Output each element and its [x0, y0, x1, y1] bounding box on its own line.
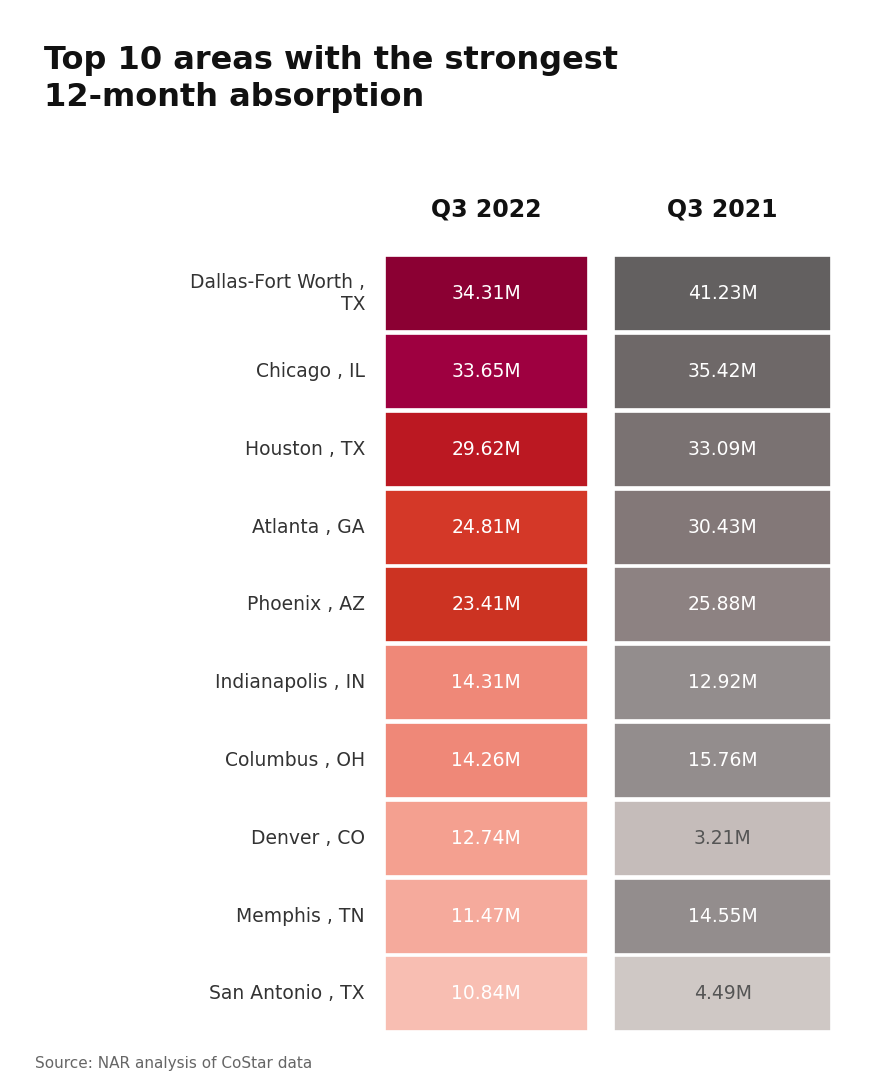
Bar: [614, 879, 831, 953]
Bar: [385, 568, 588, 642]
Text: 29.62M: 29.62M: [452, 440, 521, 459]
Text: 14.26M: 14.26M: [452, 751, 521, 770]
Bar: [614, 800, 831, 876]
Text: 25.88M: 25.88M: [688, 595, 758, 615]
Text: Dallas-Fort Worth ,
TX: Dallas-Fort Worth , TX: [190, 273, 365, 314]
Bar: [385, 489, 588, 565]
Text: 4.49M: 4.49M: [694, 984, 751, 1004]
Text: 30.43M: 30.43M: [688, 518, 758, 536]
Bar: [385, 645, 588, 721]
Text: 14.31M: 14.31M: [452, 674, 521, 692]
Text: Memphis , TN: Memphis , TN: [236, 906, 365, 926]
Bar: [614, 645, 831, 721]
Text: Q3 2021: Q3 2021: [667, 198, 778, 222]
Text: Columbus , OH: Columbus , OH: [225, 751, 365, 770]
Bar: [385, 334, 588, 410]
Text: 41.23M: 41.23M: [688, 284, 758, 304]
Bar: [385, 257, 588, 331]
Bar: [385, 957, 588, 1031]
Text: 10.84M: 10.84M: [452, 984, 521, 1004]
Text: 14.55M: 14.55M: [688, 906, 758, 926]
Bar: [385, 723, 588, 798]
Text: 35.42M: 35.42M: [688, 363, 758, 381]
Bar: [614, 334, 831, 410]
Bar: [385, 412, 588, 487]
Bar: [385, 800, 588, 876]
Text: 33.09M: 33.09M: [688, 440, 758, 459]
Text: 12.74M: 12.74M: [452, 829, 521, 847]
Text: 11.47M: 11.47M: [452, 906, 521, 926]
Bar: [614, 568, 831, 642]
Text: 33.65M: 33.65M: [452, 363, 521, 381]
Text: 15.76M: 15.76M: [688, 751, 758, 770]
Bar: [385, 879, 588, 953]
Text: 3.21M: 3.21M: [694, 829, 751, 847]
Text: Denver , CO: Denver , CO: [251, 829, 365, 847]
Text: Source: NAR analysis of CoStar data: Source: NAR analysis of CoStar data: [35, 1056, 313, 1071]
Text: 12.92M: 12.92M: [688, 674, 758, 692]
Bar: [614, 957, 831, 1031]
Bar: [614, 257, 831, 331]
Text: 23.41M: 23.41M: [452, 595, 521, 615]
Text: 24.81M: 24.81M: [452, 518, 521, 536]
Bar: [614, 412, 831, 487]
Text: Chicago , IL: Chicago , IL: [256, 363, 365, 381]
Bar: [614, 489, 831, 565]
Bar: [614, 723, 831, 798]
Text: Top 10 areas with the strongest
12-month absorption: Top 10 areas with the strongest 12-month…: [44, 45, 618, 114]
Text: Q3 2022: Q3 2022: [431, 198, 542, 222]
Text: Indianapolis , IN: Indianapolis , IN: [215, 674, 365, 692]
Text: Phoenix , AZ: Phoenix , AZ: [248, 595, 365, 615]
Text: Atlanta , GA: Atlanta , GA: [253, 518, 365, 536]
Text: Houston , TX: Houston , TX: [245, 440, 365, 459]
Text: 34.31M: 34.31M: [452, 284, 521, 304]
Text: San Antonio , TX: San Antonio , TX: [210, 984, 365, 1004]
